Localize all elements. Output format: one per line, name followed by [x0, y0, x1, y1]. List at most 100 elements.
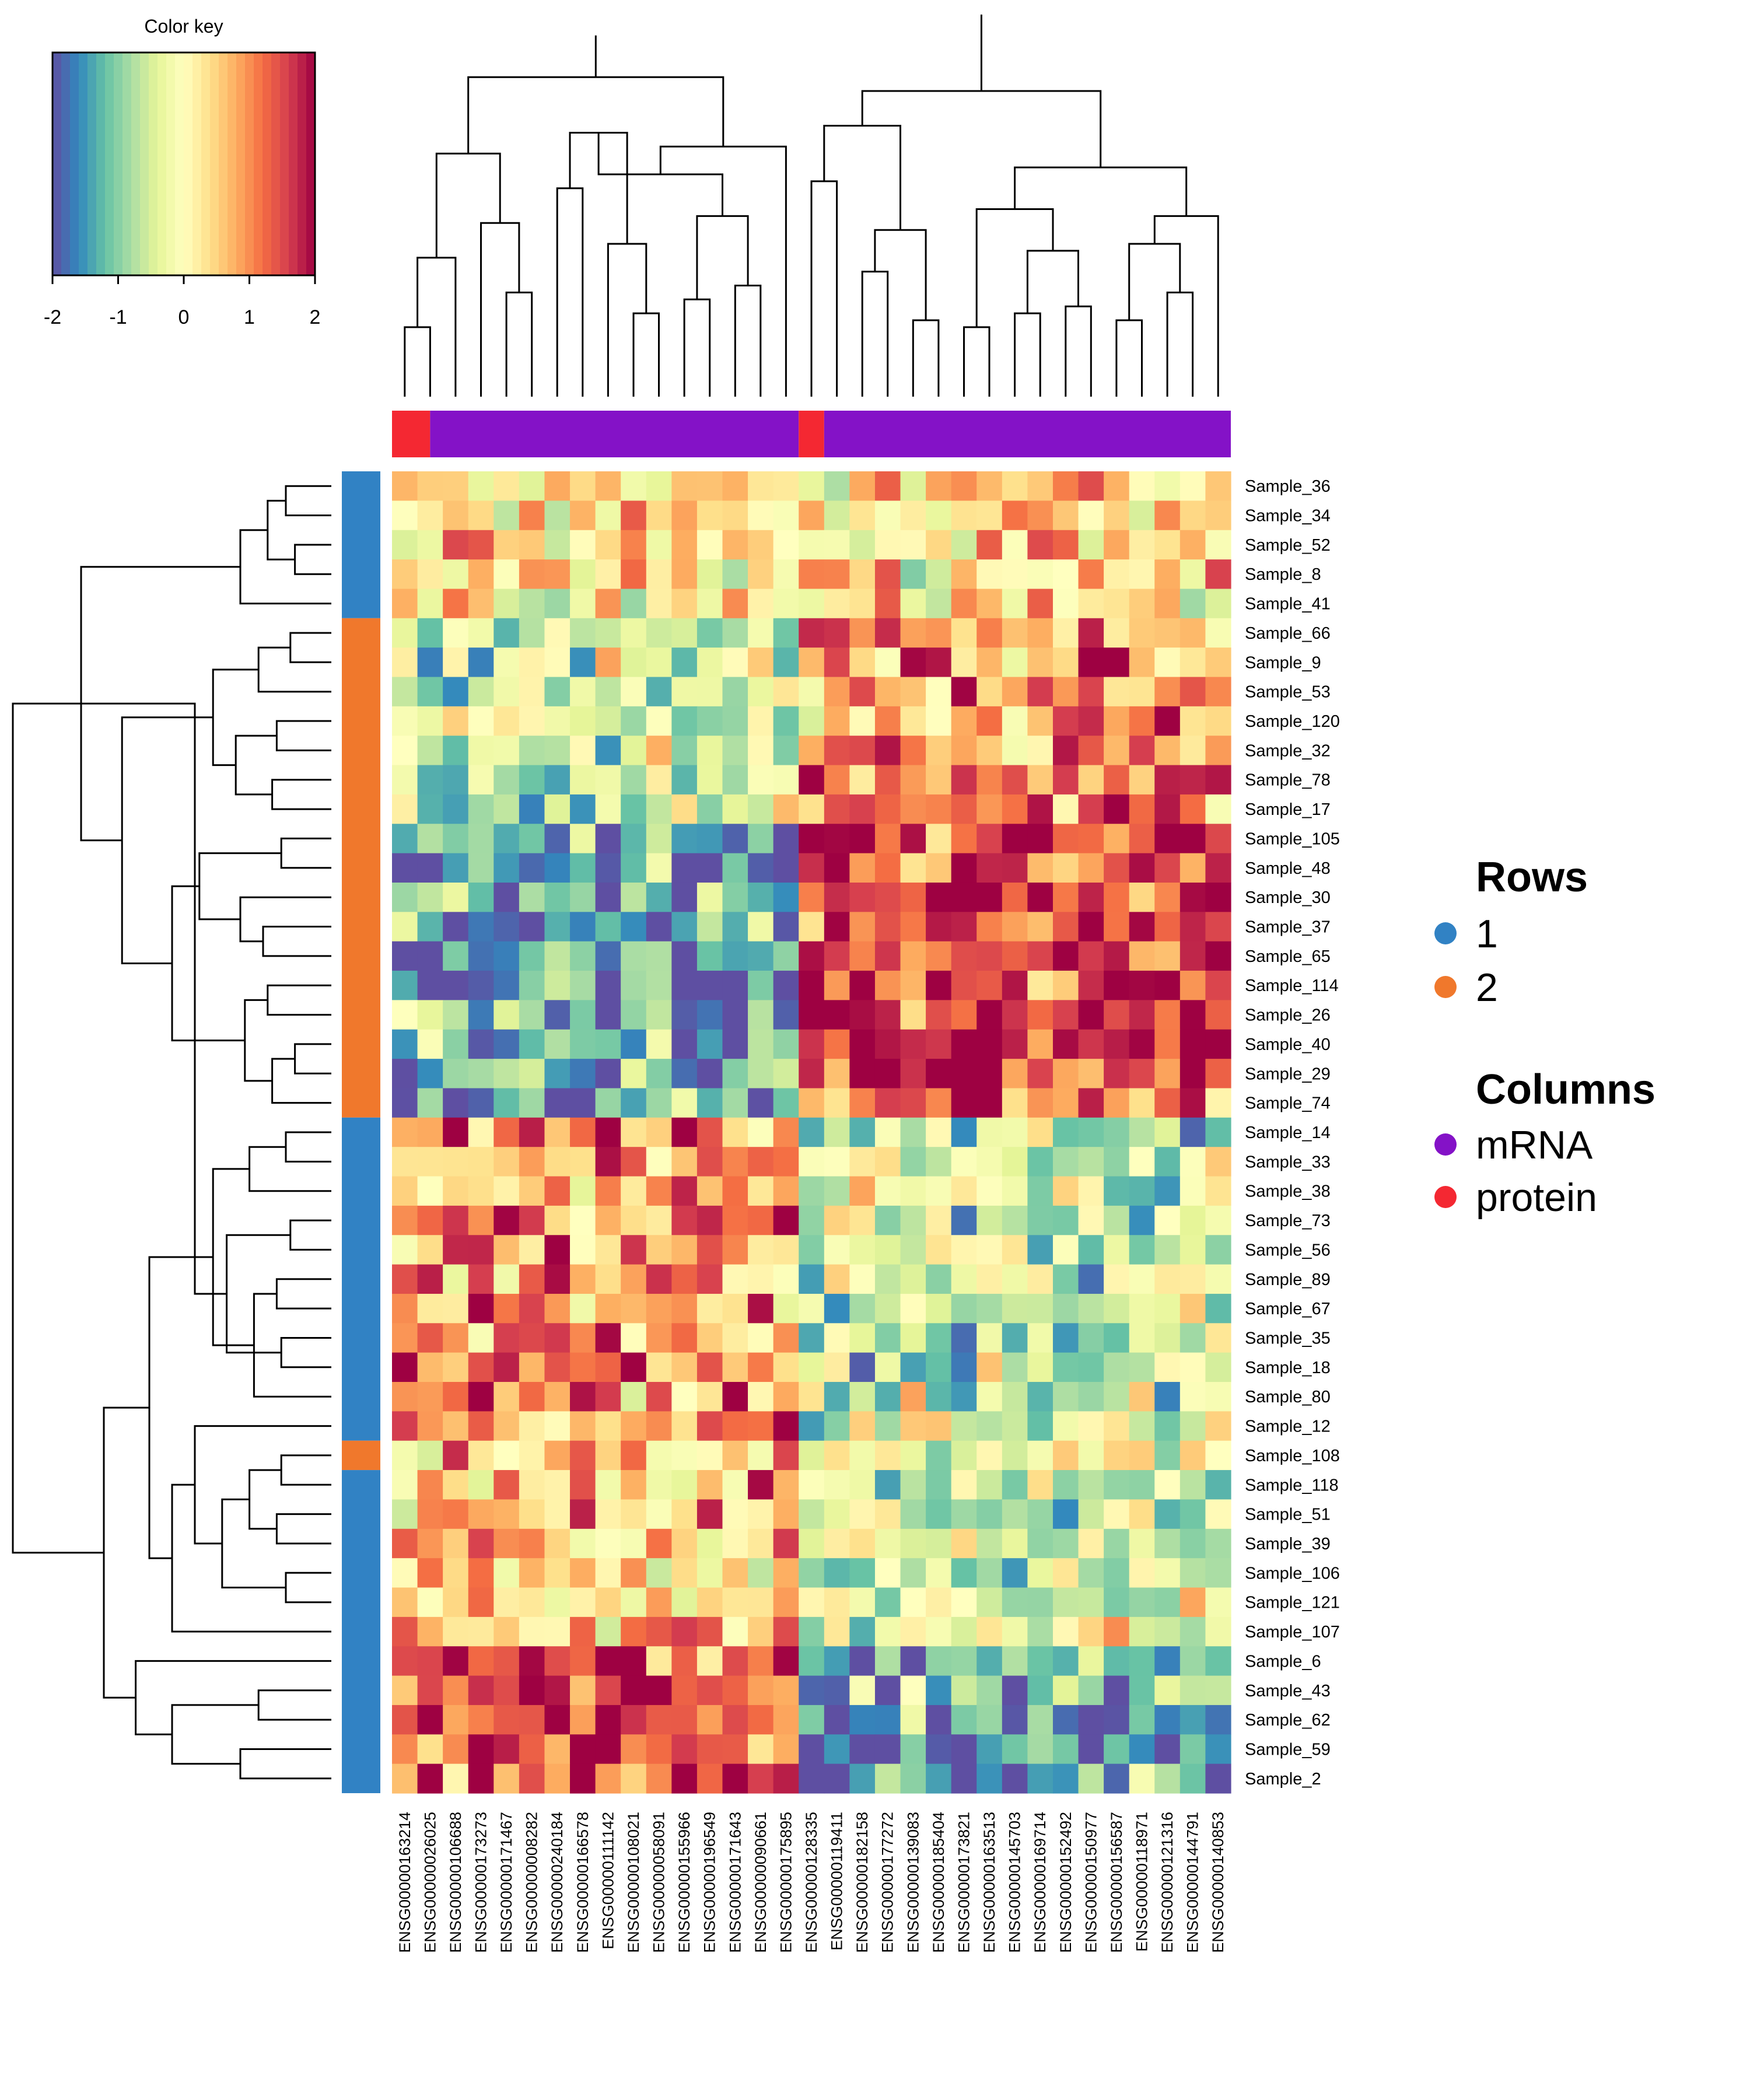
heatmap-cell: [951, 706, 977, 736]
heatmap-cell: [1052, 1323, 1079, 1353]
heatmap-cell: [1002, 1763, 1028, 1794]
dendrogram-branch: [874, 229, 927, 320]
heatmap-cell: [646, 589, 672, 619]
heatmap-cell: [544, 1734, 570, 1765]
heatmap-cell: [824, 589, 850, 619]
heatmap-cell: [392, 530, 418, 560]
heatmap-cell: [494, 1704, 520, 1735]
heatmap-cell: [1104, 794, 1130, 824]
heatmap-cell: [443, 501, 469, 531]
heatmap-cell: [494, 853, 520, 883]
heatmap-cell: [392, 1323, 418, 1353]
heatmap-cell: [696, 882, 723, 912]
heatmap-cell: [494, 1352, 520, 1382]
heatmap-cell: [900, 1352, 926, 1382]
heatmap-cell: [799, 1059, 825, 1089]
heatmap-cell: [392, 765, 418, 795]
heatmap-cell: [1180, 1000, 1206, 1030]
heatmap-cell: [900, 501, 926, 531]
heatmap-cell: [1104, 1382, 1130, 1412]
heatmap-cell: [1129, 530, 1155, 560]
heatmap-cell: [696, 1734, 723, 1765]
heatmap-cell: [824, 882, 850, 912]
row-label: Sample_34: [1245, 507, 1331, 526]
heatmap-cell: [621, 971, 647, 1000]
heatmap-cell: [1205, 1499, 1231, 1530]
heatmap-cell: [1104, 1000, 1130, 1030]
heatmap-cell: [951, 1440, 977, 1471]
heatmap-cell: [1180, 1382, 1206, 1412]
heatmap-cell: [519, 559, 545, 590]
column-annotation-segment: [824, 411, 1231, 457]
heatmap-cell: [1104, 1411, 1130, 1441]
heatmap-cell: [1052, 1352, 1079, 1382]
heatmap-cell: [849, 1528, 876, 1559]
heatmap-cell: [1129, 618, 1155, 648]
heatmap-cell: [900, 1147, 926, 1177]
heatmap-cell: [1052, 1293, 1079, 1324]
heatmap-cell: [722, 1763, 748, 1794]
heatmap-cell: [926, 765, 952, 795]
heatmap-cell: [951, 1528, 977, 1559]
heatmap-cell: [1027, 794, 1054, 824]
heatmap-cell: [621, 1352, 647, 1382]
heatmap-cell: [926, 1117, 952, 1147]
row-label: Sample_35: [1245, 1329, 1331, 1348]
heatmap-cell: [849, 1499, 876, 1530]
row-label: Sample_120: [1245, 712, 1340, 731]
heatmap-cell: [671, 882, 698, 912]
dendrogram-branch: [275, 1513, 331, 1545]
heatmap-cell: [900, 1763, 926, 1794]
dendrogram-branch: [823, 125, 901, 230]
heatmap-cell: [519, 618, 545, 648]
heatmap-cell: [1052, 912, 1079, 942]
heatmap-cell: [874, 471, 901, 501]
heatmap-cell: [799, 1176, 825, 1206]
heatmap-cell: [671, 853, 698, 883]
heatmap-cell: [1154, 941, 1181, 971]
heatmap-cell: [1104, 1293, 1130, 1324]
heatmap-cell: [468, 1176, 494, 1206]
heatmap-cell: [595, 1646, 621, 1676]
heatmap-cell: [1002, 824, 1028, 854]
heatmap-cell: [468, 1763, 494, 1794]
heatmap-cell: [900, 1117, 926, 1147]
heatmap-cell: [1104, 1088, 1130, 1118]
heatmap-cell: [595, 1528, 621, 1559]
heatmap-cell: [722, 618, 748, 648]
heatmap-cell: [824, 824, 850, 854]
heatmap-cell: [900, 559, 926, 590]
heatmap-cell: [1078, 765, 1104, 795]
heatmap-cell: [1205, 736, 1231, 766]
heatmap-cell: [1078, 1763, 1104, 1794]
heatmap-cell: [468, 1323, 494, 1353]
heatmap-cell: [951, 1704, 977, 1735]
heatmap-cell: [468, 471, 494, 501]
heatmap-cell: [443, 1382, 469, 1412]
heatmap-cell: [417, 1117, 443, 1147]
heatmap-cell: [748, 1264, 774, 1294]
heatmap-cell: [1027, 912, 1054, 942]
heatmap-cell: [392, 1088, 418, 1118]
heatmap-cell: [392, 559, 418, 590]
heatmap-cell: [951, 1352, 977, 1382]
heatmap-cell: [1205, 1029, 1231, 1059]
heatmap-cell: [494, 1763, 520, 1794]
row-label: Sample_52: [1245, 536, 1331, 555]
heatmap-cell: [595, 501, 621, 531]
heatmap-cell: [1002, 912, 1028, 942]
heatmap-cell: [977, 501, 1003, 531]
heatmap-cell: [468, 1616, 494, 1647]
heatmap-cell: [468, 1382, 494, 1412]
heatmap-cell: [1104, 1675, 1130, 1706]
heatmap-cell: [1180, 1147, 1206, 1177]
heatmap-cell: [392, 1587, 418, 1618]
heatmap-cell: [1154, 853, 1181, 883]
heatmap-cell: [748, 1235, 774, 1265]
heatmap-cell: [1078, 1147, 1104, 1177]
color-key-band: [306, 52, 316, 275]
heatmap-cell: [570, 1763, 596, 1794]
heatmap-cell: [926, 530, 952, 560]
heatmap-cell: [621, 1293, 647, 1324]
heatmap-cell: [1154, 1616, 1181, 1647]
